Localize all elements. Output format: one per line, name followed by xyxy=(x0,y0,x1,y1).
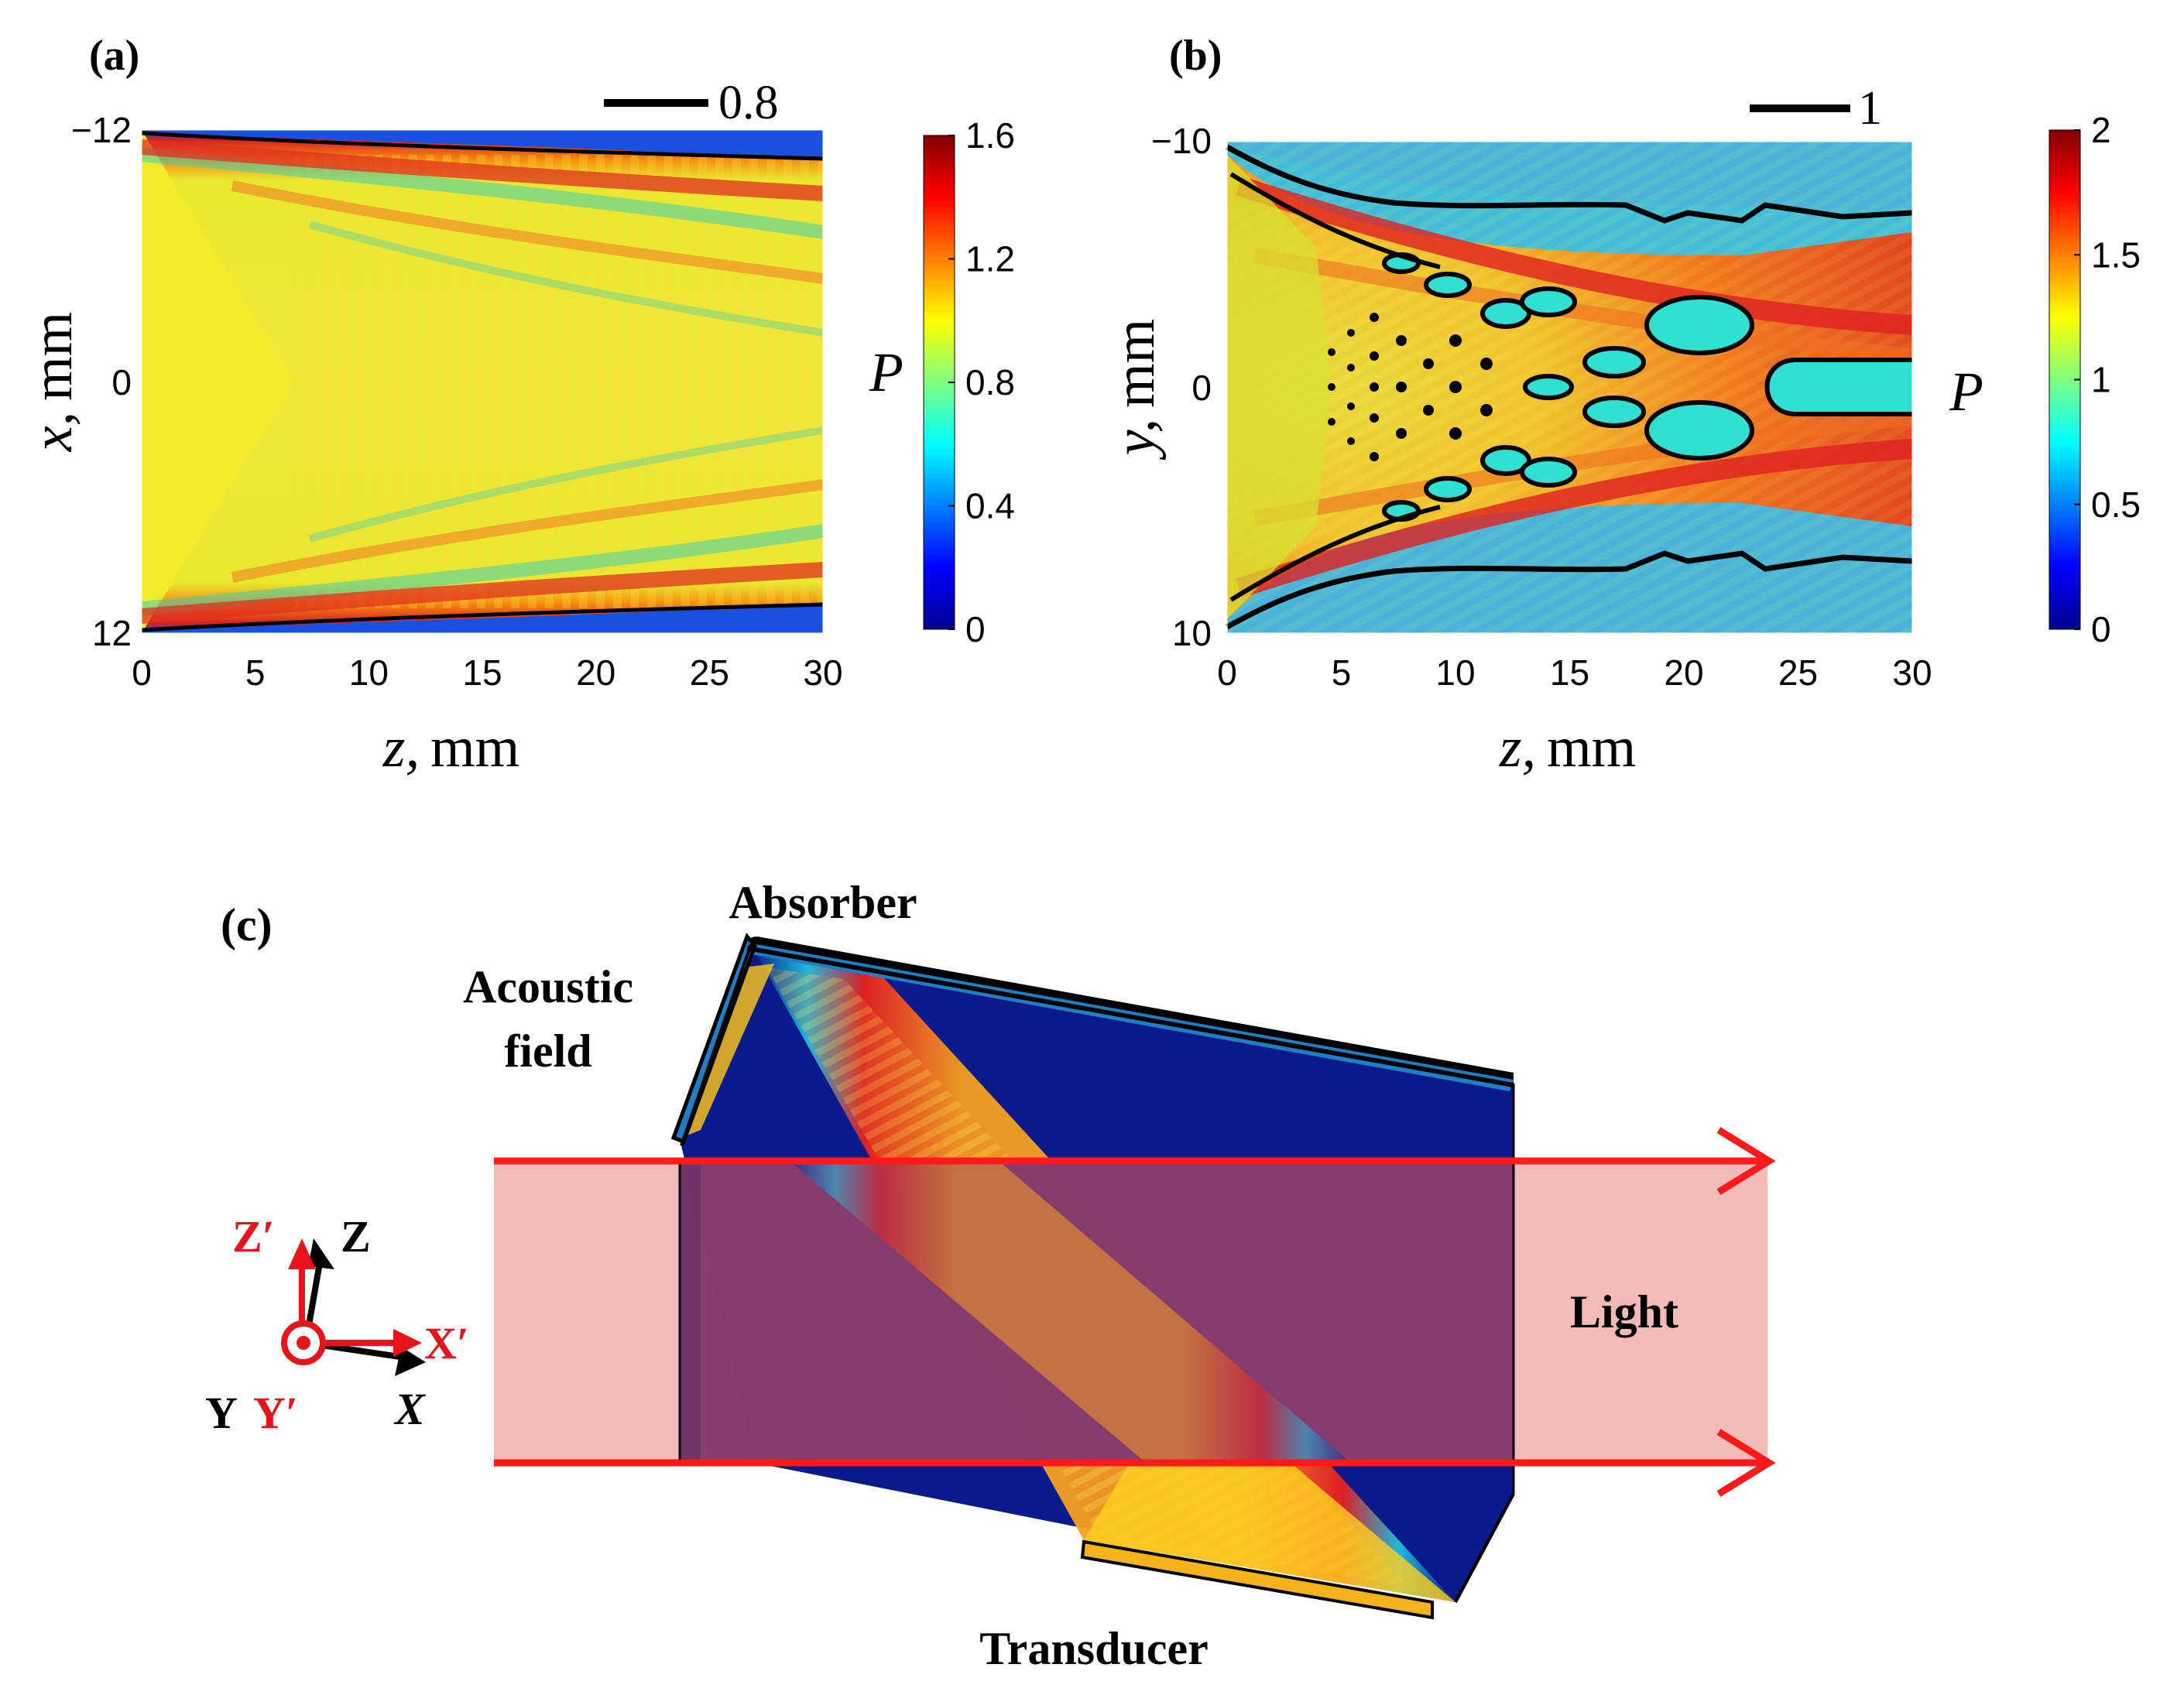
panel-c: (c) Absorber xyxy=(205,877,1776,1674)
panel-b-ytick: 0 xyxy=(1191,368,1212,408)
colorbar-tick-label: 0.5 xyxy=(2091,485,2141,525)
panel-a-xticks: 0 5 10 15 20 25 30 xyxy=(132,652,842,693)
axis-y-prime-label: Y′ xyxy=(253,1388,298,1438)
colorbar-tick-label: 0.4 xyxy=(965,486,1015,526)
axis-z-label: Z xyxy=(341,1211,371,1262)
panel-a-ytick: 12 xyxy=(92,613,132,653)
panel-a-ylabel: x,mm xyxy=(21,312,84,452)
panel-b-ytick: −10 xyxy=(1151,121,1212,161)
colorbar-tick-label: 0.8 xyxy=(965,362,1015,402)
transducer-label: Transducer xyxy=(979,1623,1209,1674)
x-tick-label: 30 xyxy=(1892,652,1932,693)
axis-x-prime-label: X′ xyxy=(424,1318,469,1368)
panel-a-colorbar-label: P xyxy=(869,341,903,403)
panel-b-ytick: 10 xyxy=(1172,613,1212,653)
panel-b-colorbar-label: P xyxy=(1949,361,1983,423)
axis-x-label: X xyxy=(393,1384,426,1434)
colorbar-tick-label: 1.5 xyxy=(2091,235,2141,275)
x-tick-label: 25 xyxy=(690,652,729,693)
light-label: Light xyxy=(1570,1286,1678,1337)
x-tick-label: 25 xyxy=(1778,652,1818,693)
x-tick-label: 0 xyxy=(132,652,152,693)
colorbar-tick-label: 1 xyxy=(2091,360,2111,400)
panel-b-contour-dots xyxy=(1328,313,1493,461)
x-tick-label: 20 xyxy=(576,652,615,693)
panel-a-colorbar-ticks: 0 0.4 0.8 1.2 1.6 xyxy=(948,115,1015,649)
panel-b: (b) 1 xyxy=(1103,32,2141,779)
colorbar-tick-label: 1.2 xyxy=(965,239,1015,279)
x-tick-label: 0 xyxy=(1217,652,1237,693)
panel-b-xlabel: z, mm xyxy=(1499,716,1636,779)
x-tick-label: 10 xyxy=(1435,652,1475,693)
coordinate-axes xyxy=(281,1238,426,1376)
beam-arrowhead-bottom xyxy=(1716,1429,1776,1497)
axis-y-label: Y xyxy=(205,1388,238,1438)
x-tick-label: 15 xyxy=(462,652,502,693)
beam-arrowhead-top xyxy=(1716,1127,1776,1195)
z-prime-arrowhead xyxy=(288,1238,316,1269)
x-prime-arrowhead xyxy=(393,1329,422,1357)
x-tick-label: 10 xyxy=(349,652,389,693)
x-tick-label: 5 xyxy=(245,652,266,693)
panel-b-ylabel: y,mm xyxy=(1103,319,1167,461)
x-tick-label: 30 xyxy=(803,652,842,693)
transducer xyxy=(1080,1539,1434,1620)
colorbar-tick-label: 2 xyxy=(2091,110,2111,150)
acoustic-field-label-2: field xyxy=(504,1026,591,1077)
acoustic-field-label-1: Acoustic xyxy=(463,961,633,1012)
panel-b-label: (b) xyxy=(1169,32,1222,80)
panel-b-xticks: 0 5 10 15 20 25 30 xyxy=(1217,652,1932,693)
colorbar-tick-label: 0 xyxy=(2091,609,2111,649)
panel-a: (a) 0.8 −12 xyxy=(21,32,1015,779)
panel-a-ytick: −12 xyxy=(71,110,132,150)
panel-a-label: (a) xyxy=(89,32,139,80)
panel-a-heatmap xyxy=(141,130,825,633)
z-arrowhead xyxy=(308,1238,334,1269)
x-arrowhead xyxy=(395,1347,426,1376)
absorber-label: Absorber xyxy=(729,877,917,928)
colorbar-tick-label: 1.6 xyxy=(965,115,1015,156)
panel-a-scale-label: 0.8 xyxy=(718,77,779,129)
panel-c-label: (c) xyxy=(221,899,273,950)
x-tick-label: 5 xyxy=(1332,652,1352,693)
x-tick-label: 20 xyxy=(1664,652,1703,693)
panel-b-colorbar-ticks: 0 0.5 1 1.5 2 xyxy=(2074,110,2141,649)
x-tick-label: 15 xyxy=(1550,652,1589,693)
panel-b-scale-label: 1 xyxy=(1858,82,1882,135)
panel-a-xlabel: z, mm xyxy=(382,716,519,779)
panel-b-heatmap xyxy=(1226,142,1914,633)
axis-z-prime-label: Z′ xyxy=(232,1211,275,1262)
panel-a-ytick: 0 xyxy=(111,362,132,402)
colorbar-tick-label: 0 xyxy=(965,609,986,649)
